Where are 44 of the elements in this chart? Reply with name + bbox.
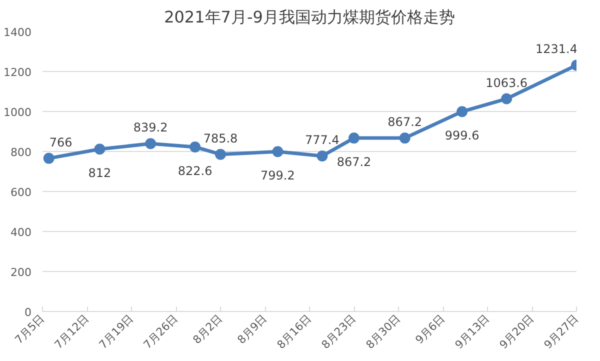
x-tick-label: 9月27日 bbox=[542, 312, 582, 352]
point bbox=[215, 148, 226, 160]
point bbox=[43, 152, 54, 164]
y-tick-label: 1400 bbox=[4, 26, 32, 39]
chart-title: 2021年7月-9月我国动力煤期货价格走势 bbox=[164, 8, 455, 26]
data-label: 766 bbox=[49, 135, 72, 150]
data-label: 867.2 bbox=[336, 155, 372, 170]
data-label: 785.8 bbox=[203, 131, 238, 146]
data-label: 777.4 bbox=[305, 133, 340, 148]
x-tick-label: 8月9日 bbox=[234, 312, 270, 347]
data-label: 867.2 bbox=[388, 115, 422, 130]
point bbox=[190, 141, 201, 152]
y-tick-label: 0 bbox=[24, 306, 32, 319]
point bbox=[456, 106, 468, 118]
y-tick-label: 800 bbox=[10, 146, 32, 159]
x-tick-label: 8月30日 bbox=[364, 312, 404, 352]
point bbox=[145, 138, 156, 150]
y-tick-label: 600 bbox=[10, 186, 32, 199]
data-label: 1063.6 bbox=[486, 76, 528, 90]
y-tick-label: 1000 bbox=[4, 106, 32, 119]
y-tick-label: 400 bbox=[10, 226, 32, 239]
x-tick-label: 9月6日 bbox=[412, 312, 448, 347]
x-tick-label: 7月26日 bbox=[141, 312, 181, 352]
y-tick-label: 1200 bbox=[4, 66, 32, 79]
data-label: 812 bbox=[88, 166, 112, 180]
x-tick-label: 7月12日 bbox=[52, 312, 92, 352]
data-label: 999.6 bbox=[444, 128, 480, 143]
x-tick-label: 9月13日 bbox=[452, 312, 492, 352]
point bbox=[399, 132, 410, 144]
x-tick-label: 7月19日 bbox=[96, 312, 136, 352]
x-tick-label: 8月16日 bbox=[274, 312, 314, 352]
point bbox=[272, 146, 284, 158]
data-label: 1231.4 bbox=[536, 42, 578, 56]
x-tick-label: 9月20日 bbox=[497, 312, 537, 352]
point bbox=[94, 144, 106, 155]
point bbox=[316, 150, 328, 162]
data-label: 799.2 bbox=[260, 168, 295, 183]
data-label: 839.2 bbox=[133, 120, 168, 135]
y-tick-label: 200 bbox=[10, 266, 32, 279]
x-tick-label: 8月23日 bbox=[319, 312, 359, 352]
data-label: 822.6 bbox=[178, 164, 212, 178]
point bbox=[348, 132, 360, 144]
x-tick-label: 8月2日 bbox=[190, 312, 226, 347]
point bbox=[501, 93, 512, 104]
